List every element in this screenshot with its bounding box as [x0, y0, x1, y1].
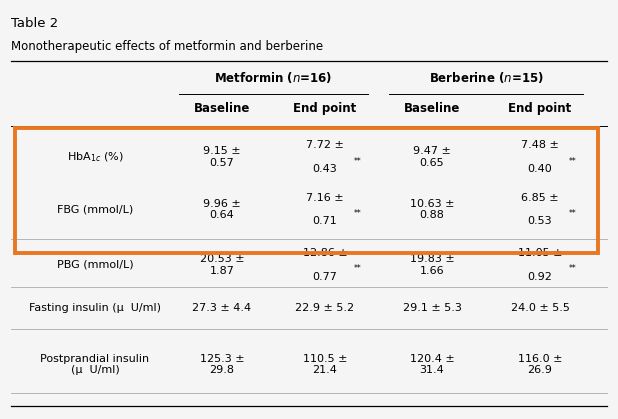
- Text: 0.77: 0.77: [313, 272, 337, 282]
- Text: **: **: [354, 157, 362, 166]
- Text: 125.3 ±
29.8: 125.3 ± 29.8: [200, 354, 244, 375]
- Text: End point: End point: [509, 102, 572, 116]
- Text: 7.48 ±: 7.48 ±: [521, 140, 559, 150]
- Text: HbA$_{1c}$ (%): HbA$_{1c}$ (%): [67, 150, 123, 164]
- Text: Baseline: Baseline: [404, 102, 460, 116]
- Text: 22.9 ± 5.2: 22.9 ± 5.2: [295, 303, 355, 313]
- Text: **: **: [354, 209, 362, 218]
- Text: 7.16 ±: 7.16 ±: [306, 193, 344, 203]
- Text: 24.0 ± 5.5: 24.0 ± 5.5: [510, 303, 569, 313]
- Text: Fasting insulin (µ  U/ml): Fasting insulin (µ U/ml): [29, 303, 161, 313]
- Text: 9.47 ±
0.65: 9.47 ± 0.65: [413, 146, 451, 168]
- Text: 19.83 ±
1.66: 19.83 ± 1.66: [410, 254, 454, 276]
- Text: **: **: [569, 209, 577, 218]
- Text: Baseline: Baseline: [194, 102, 250, 116]
- Text: 29.1 ± 5.3: 29.1 ± 5.3: [402, 303, 462, 313]
- Text: 10.63 ±
0.88: 10.63 ± 0.88: [410, 199, 454, 220]
- Text: **: **: [569, 157, 577, 166]
- Text: Berberine ($\it{n}$=15): Berberine ($\it{n}$=15): [429, 70, 543, 85]
- Text: 0.40: 0.40: [528, 164, 552, 174]
- Text: PBG (mmol/L): PBG (mmol/L): [57, 260, 133, 270]
- Text: Postprandial insulin
(µ  U/ml): Postprandial insulin (µ U/ml): [40, 354, 150, 375]
- Text: 0.92: 0.92: [528, 272, 552, 282]
- Text: 12.86 ±: 12.86 ±: [303, 248, 347, 258]
- Text: 6.85 ±: 6.85 ±: [521, 193, 559, 203]
- Text: 0.71: 0.71: [313, 216, 337, 226]
- Text: 120.4 ±
31.4: 120.4 ± 31.4: [410, 354, 454, 375]
- Text: 11.05 ±: 11.05 ±: [518, 248, 562, 258]
- Text: End point: End point: [294, 102, 357, 116]
- Text: 9.15 ±
0.57: 9.15 ± 0.57: [203, 146, 241, 168]
- Text: 20.53 ±
1.87: 20.53 ± 1.87: [200, 254, 244, 276]
- Text: Metformin ($\it{n}$=16): Metformin ($\it{n}$=16): [214, 70, 332, 85]
- Text: FBG (mmol/L): FBG (mmol/L): [57, 204, 133, 215]
- Text: 27.3 ± 4.4: 27.3 ± 4.4: [192, 303, 252, 313]
- Text: 9.96 ±
0.64: 9.96 ± 0.64: [203, 199, 241, 220]
- Text: Monotherapeutic effects of metformin and berberine: Monotherapeutic effects of metformin and…: [11, 40, 323, 53]
- Text: 110.5 ±
21.4: 110.5 ± 21.4: [303, 354, 347, 375]
- Text: **: **: [354, 264, 362, 274]
- Text: Table 2: Table 2: [11, 17, 58, 30]
- Text: **: **: [569, 264, 577, 274]
- Text: 0.43: 0.43: [313, 164, 337, 174]
- Text: 7.72 ±: 7.72 ±: [306, 140, 344, 150]
- Text: 116.0 ±
26.9: 116.0 ± 26.9: [518, 354, 562, 375]
- Text: 0.53: 0.53: [528, 216, 552, 226]
